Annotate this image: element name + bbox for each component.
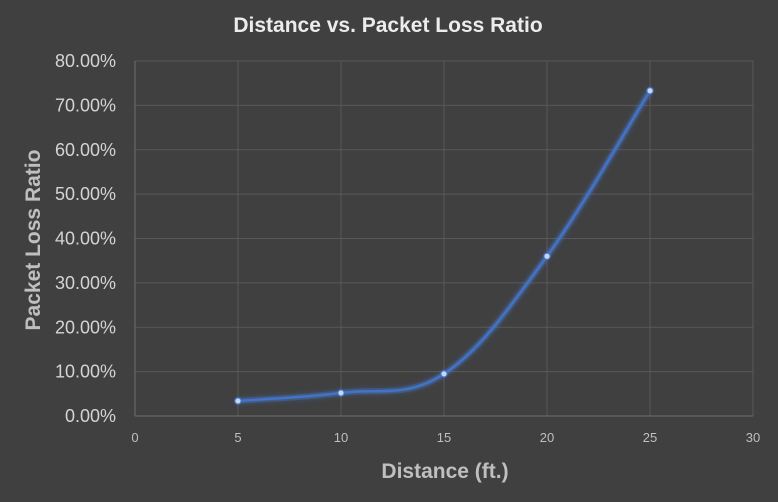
y-tick-label: 70.00% xyxy=(55,95,116,115)
x-tick-label: 25 xyxy=(643,430,657,445)
x-tick-label: 20 xyxy=(540,430,554,445)
x-tick-label: 10 xyxy=(334,430,348,445)
series-line xyxy=(236,89,652,403)
y-tick-label: 20.00% xyxy=(55,317,116,337)
series-layer xyxy=(234,86,654,405)
y-tick-label: 30.00% xyxy=(55,273,116,293)
axes: 0.00% 10.00% 20.00% 30.00% 40.00% 50.00% 60.00… xyxy=(55,51,760,445)
y-tick-label: 10.00% xyxy=(55,362,116,382)
chart-title: Distance vs. Packet Loss Ratio xyxy=(233,14,542,37)
x-tick-label: 30 xyxy=(746,430,760,445)
x-axis-title: Distance (ft.) xyxy=(381,460,508,483)
data-point xyxy=(646,86,654,95)
data-point xyxy=(337,389,345,397)
y-tick-label: 80.00% xyxy=(55,51,116,71)
y-tick-label: 60.00% xyxy=(55,140,116,160)
y-axis-title: Packet Loss Ratio xyxy=(22,150,45,331)
data-point xyxy=(440,370,448,378)
x-tick-label: 0 xyxy=(131,430,138,445)
data-point xyxy=(543,252,551,261)
x-tick-label: 5 xyxy=(234,430,241,445)
y-tick-label: 40.00% xyxy=(55,229,116,249)
data-point xyxy=(234,397,242,405)
grid xyxy=(135,60,754,416)
x-tick-label: 15 xyxy=(437,430,451,445)
y-tick-label: 0.00% xyxy=(65,406,116,426)
y-tick-label: 50.00% xyxy=(55,184,116,204)
